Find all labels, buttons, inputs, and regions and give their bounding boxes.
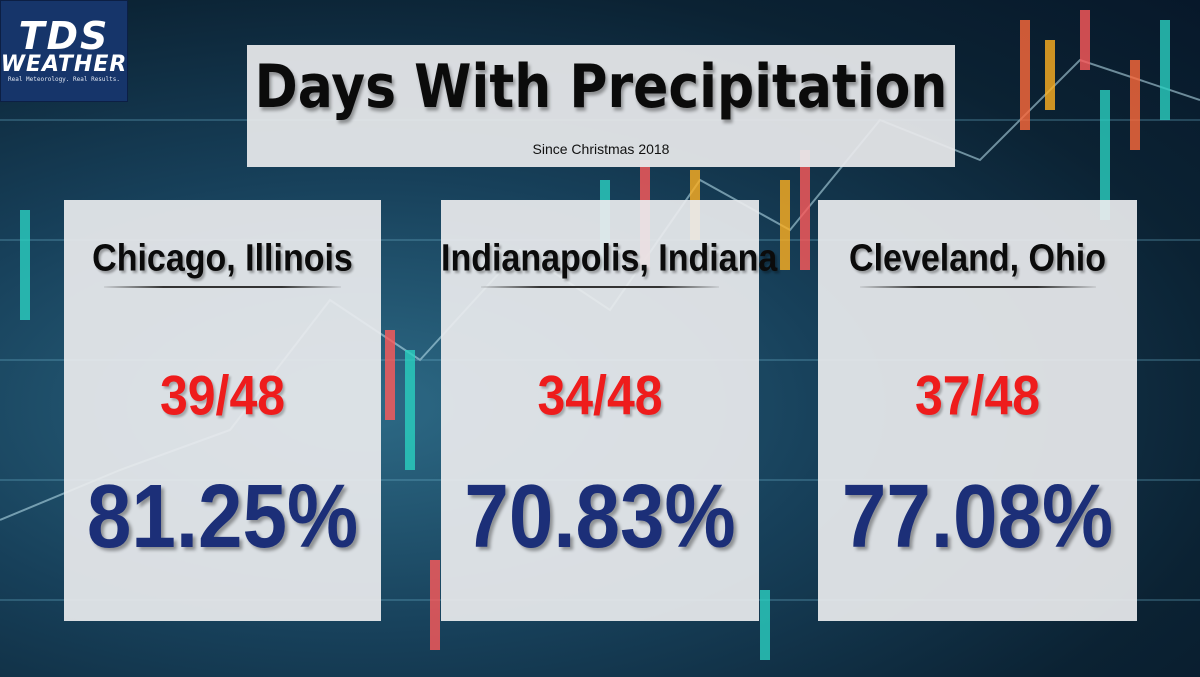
page-subtitle: Since Christmas 2018	[532, 141, 670, 157]
city-name: Indianapolis, Indiana	[441, 237, 778, 280]
city-card-cleveland: Cleveland, Ohio 37/48 77.08%	[818, 200, 1137, 621]
logo-line-2: WEATHER	[0, 52, 128, 77]
precip-percent: 81.25%	[86, 466, 359, 566]
divider	[860, 286, 1096, 288]
precip-percent: 77.08%	[841, 466, 1114, 566]
days-ratio: 39/48	[159, 364, 286, 427]
logo-line-1: TDS	[18, 14, 110, 58]
title-panel: Days With Precipitation Since Christmas …	[247, 45, 955, 167]
precip-percent: 70.83%	[464, 466, 736, 566]
divider	[481, 286, 719, 288]
city-name: Chicago, Illinois	[92, 237, 353, 280]
tds-weather-logo: TDS WEATHER Real Meteorology. Real Resul…	[0, 0, 128, 102]
divider	[104, 286, 341, 288]
city-name: Cleveland, Ohio	[849, 237, 1106, 280]
days-ratio: 34/48	[537, 364, 663, 427]
city-card-indianapolis: Indianapolis, Indiana 34/48 70.83%	[441, 200, 778, 621]
page-title: Days With Precipitation	[254, 53, 948, 122]
city-card-chicago: Chicago, Illinois 39/48 81.25%	[64, 200, 381, 621]
days-ratio: 37/48	[914, 364, 1041, 427]
logo-tagline: Real Meteorology. Real Results.	[8, 76, 120, 83]
